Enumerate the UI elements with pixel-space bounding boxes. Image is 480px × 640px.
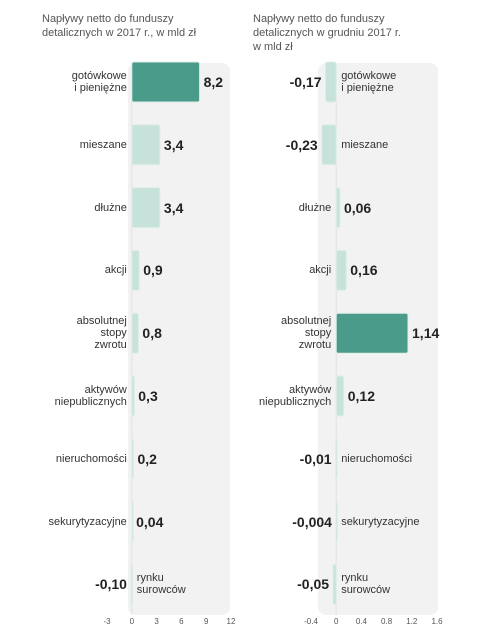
x-tick-label: -3 — [103, 617, 111, 626]
value-label: 0,2 — [137, 450, 157, 467]
chart-title: Napływy netto do funduszy detalicznych w… — [42, 13, 197, 39]
category-label: aktywów niepublicznych — [54, 384, 127, 408]
value-label: 8,2 — [203, 74, 224, 90]
value-label: -0,01 — [299, 450, 332, 467]
value-label: -0,10 — [95, 576, 127, 593]
category-label: absolutnej stopy zwrotu — [281, 315, 332, 352]
category-label: gotówkowe i pieniężne — [71, 70, 127, 94]
category-label: aktywów niepublicznych — [259, 384, 332, 408]
bar — [335, 501, 338, 543]
category-label: absolutnej stopy zwrotu — [76, 315, 127, 352]
bar — [131, 124, 161, 166]
value-label: 0,12 — [347, 388, 375, 404]
bar — [131, 187, 161, 229]
value-label: -0,17 — [289, 74, 322, 90]
x-tick-label: 12 — [226, 617, 236, 626]
bar — [324, 61, 337, 103]
value-label: 0,06 — [343, 199, 372, 216]
value-label: 3,4 — [163, 199, 184, 216]
bar — [131, 61, 201, 103]
x-tick-label: 3 — [154, 617, 159, 626]
bar — [131, 375, 135, 417]
bar — [131, 312, 139, 354]
bar — [130, 563, 133, 605]
category-label: nieruchomości — [341, 452, 413, 465]
category-label: dłużne — [94, 201, 127, 214]
category-label: rynku surowców — [341, 572, 391, 597]
category-label: rynku surowców — [136, 572, 186, 597]
value-label: 0,04 — [136, 513, 164, 530]
bar — [321, 124, 337, 166]
x-tick-label: 0.8 — [381, 617, 393, 626]
x-tick-label: -0.4 — [304, 617, 318, 626]
x-tick-label: 0.4 — [355, 617, 367, 626]
value-label: 3,4 — [163, 136, 184, 153]
value-label: -0,05 — [297, 576, 330, 593]
value-label: -0,004 — [292, 513, 332, 530]
value-label: -0,23 — [285, 136, 318, 153]
category-label: mieszane — [79, 138, 127, 151]
category-label: sekurytyzacyjne — [341, 515, 420, 528]
category-label: dłużne — [298, 201, 332, 214]
bar — [335, 438, 338, 480]
x-tick-label: 6 — [179, 617, 184, 626]
x-tick-label: 1.6 — [431, 617, 443, 626]
chart-title: Napływy netto do funduszy detalicznych w… — [253, 13, 401, 53]
x-tick-label: 9 — [203, 617, 209, 626]
bar — [335, 187, 341, 229]
bar — [335, 249, 347, 291]
bar — [131, 249, 140, 291]
category-label: akcji — [104, 264, 127, 277]
bar — [131, 501, 134, 543]
value-label: 0,8 — [142, 325, 162, 342]
x-tick-label: 0 — [129, 617, 135, 626]
category-label: nieruchomości — [55, 452, 127, 465]
category-label: akcji — [309, 264, 332, 277]
x-tick-label: 0 — [333, 617, 339, 626]
value-label: 1,14 — [412, 325, 440, 342]
bar — [131, 438, 134, 480]
value-label: 0,3 — [138, 388, 158, 404]
bar — [332, 563, 337, 605]
category-label: gotówkowe i pieniężne — [341, 70, 397, 94]
value-label: 0,9 — [143, 262, 163, 279]
category-label: sekurytyzacyjne — [48, 515, 127, 528]
value-label: 0,16 — [350, 262, 378, 279]
bar — [335, 375, 345, 417]
category-label: mieszane — [341, 138, 389, 151]
x-tick-label: 1.2 — [406, 617, 418, 626]
bar — [335, 312, 409, 354]
